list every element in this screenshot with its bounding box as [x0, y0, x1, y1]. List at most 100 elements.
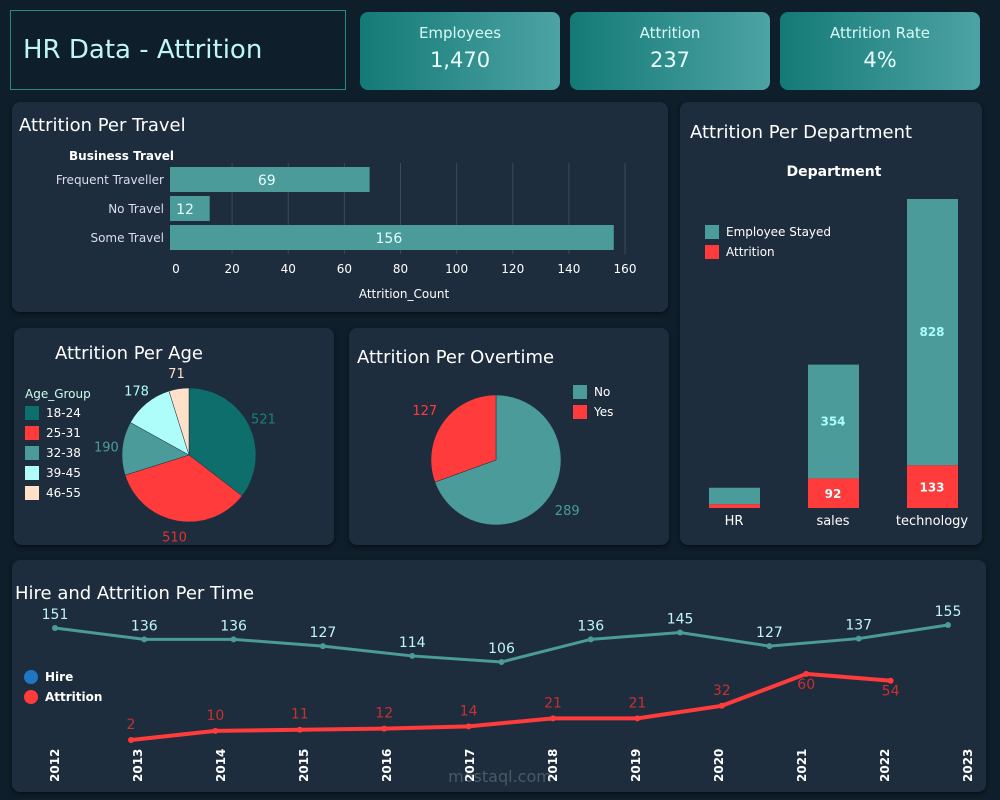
- legend-label: 18-24: [46, 406, 81, 420]
- hire-point: [677, 629, 684, 636]
- data-label: 14: [460, 703, 478, 719]
- data-label: 145: [667, 612, 694, 628]
- chart-subtitle: Department: [787, 164, 882, 180]
- bar-attrition: [907, 465, 958, 508]
- kpi-label: Attrition Rate: [830, 24, 930, 42]
- hire-point: [766, 643, 773, 650]
- category-label: Frequent Traveller: [56, 173, 164, 187]
- hire-point: [945, 621, 951, 628]
- data-label: 136: [220, 618, 247, 634]
- x-tick-label: 2016: [380, 749, 394, 782]
- x-tick-label: 140: [557, 262, 580, 276]
- bar: [170, 225, 614, 250]
- pie-slice: [124, 454, 243, 523]
- pie-slice: [430, 394, 497, 483]
- legend-label: Attrition: [45, 690, 103, 704]
- kpi-attrition: Attrition 237: [570, 12, 770, 90]
- attrition-point: [718, 702, 725, 709]
- travel-panel: [12, 102, 668, 312]
- x-tick-label: 0: [172, 262, 180, 276]
- data-label: 32: [713, 683, 731, 699]
- data-label: 289: [555, 504, 580, 519]
- legend-swatch: [25, 466, 39, 480]
- data-label: 127: [756, 625, 783, 641]
- kpi-employees: Employees 1,470: [360, 12, 560, 90]
- data-label: 21: [544, 695, 562, 711]
- dashboard-title: HR Data - Attrition: [23, 35, 263, 65]
- category-label: sales: [816, 514, 849, 529]
- pie-slice: [188, 387, 257, 497]
- x-tick-label: 2017: [463, 749, 477, 782]
- legend-swatch: [705, 245, 719, 259]
- legend-swatch: [25, 486, 39, 500]
- legend-swatch: [25, 446, 39, 460]
- attrition-point: [634, 715, 641, 722]
- data-label: 190: [94, 441, 119, 456]
- attrition-point: [465, 723, 472, 730]
- x-tick-label: 2018: [546, 749, 560, 782]
- hire-point: [587, 636, 594, 643]
- kpi-label: Attrition: [639, 24, 701, 42]
- row-header: Business Travel: [69, 149, 174, 163]
- x-tick-label: 2020: [712, 749, 726, 782]
- data-label: 54: [882, 684, 900, 700]
- x-axis-title: Attrition_Count: [359, 287, 450, 301]
- kpi-value: 1,470: [429, 48, 491, 72]
- pie-slice: [434, 394, 562, 526]
- hire-point: [230, 636, 237, 643]
- pie-slice: [168, 387, 190, 456]
- hire-point: [409, 652, 416, 659]
- kpi-value: 237: [649, 48, 691, 72]
- x-tick-label: 20: [224, 262, 239, 276]
- bar-stayed: [907, 199, 958, 466]
- category-label: technology: [896, 514, 968, 529]
- bar-attrition: [808, 478, 859, 508]
- data-label: 127: [310, 625, 337, 641]
- data-label: 156: [376, 231, 403, 247]
- legend-label: 46-55: [46, 486, 81, 500]
- kpi-value: 4%: [863, 48, 897, 72]
- x-tick-label: 120: [501, 262, 524, 276]
- data-label: 71: [168, 367, 185, 382]
- legend-swatch: [573, 405, 587, 419]
- hire-point: [52, 625, 58, 631]
- data-label: 155: [935, 604, 962, 620]
- data-label: 137: [845, 618, 872, 634]
- department-legend: Employee Stayed Attrition: [705, 222, 831, 262]
- dashboard-title-box: HR Data - Attrition: [10, 10, 346, 90]
- bar: [170, 196, 210, 221]
- department-title: Attrition Per Department: [690, 122, 913, 143]
- data-label: 69: [258, 173, 276, 189]
- bar-attrition: [709, 504, 760, 508]
- category-label: Some Travel: [90, 231, 164, 245]
- time-title: Hire and Attrition Per Time: [15, 583, 255, 604]
- x-tick-label: 80: [393, 262, 408, 276]
- legend-label: Employee Stayed: [726, 225, 832, 239]
- data-label: 60: [797, 677, 815, 693]
- legend-label: 25-31: [46, 426, 81, 440]
- kpi-attrition-rate: Attrition Rate 4%: [780, 12, 980, 90]
- data-label: 106: [488, 641, 515, 657]
- data-label: 12: [176, 202, 194, 218]
- attrition-point: [296, 726, 303, 733]
- data-label: 828: [919, 325, 944, 339]
- overtime-legend: No Yes: [573, 382, 613, 422]
- bar-stayed: [709, 487, 760, 505]
- legend-swatch: [25, 426, 39, 440]
- data-label: 21: [628, 695, 646, 711]
- legend-swatch: [24, 690, 38, 704]
- data-label: 11: [291, 707, 309, 723]
- attrition-point: [803, 670, 810, 677]
- legend-swatch: [25, 406, 39, 420]
- x-tick-label: 100: [445, 262, 468, 276]
- legend-label: No: [594, 385, 611, 399]
- x-tick-label: 2012: [48, 749, 62, 782]
- attrition-point: [887, 677, 894, 684]
- legend-title: Age_Group: [25, 387, 91, 401]
- data-label: 92: [825, 487, 842, 501]
- x-tick-label: 2021: [795, 749, 809, 782]
- legend-label: Attrition: [726, 245, 775, 259]
- data-label: 133: [919, 481, 944, 495]
- age-title: Attrition Per Age: [55, 343, 203, 364]
